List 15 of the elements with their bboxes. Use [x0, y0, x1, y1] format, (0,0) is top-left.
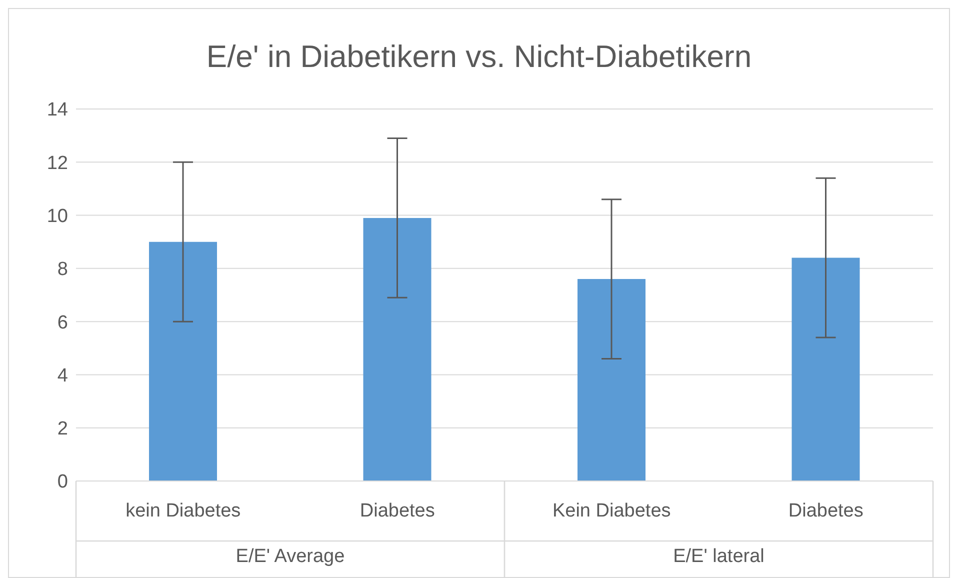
y-tick-label: 6	[57, 312, 68, 334]
x-tick-label: Kein Diabetes	[552, 500, 671, 522]
chart-title: E/e' in Diabetikern vs. Nicht-Diabetikern	[205, 39, 753, 75]
text: E/E' Average	[234, 546, 346, 568]
x-tick-label: kein Diabetes	[126, 500, 241, 522]
y-tick-label: 10	[46, 206, 68, 228]
y-tick-label: 0	[57, 472, 68, 493]
y-tick-label: 14	[46, 100, 68, 121]
x-tick-label: Diabetes	[360, 500, 435, 522]
y-tick-label: 4	[57, 365, 68, 386]
text: E/E' lateral	[672, 546, 766, 568]
x-tick-label: Diabetes	[788, 500, 864, 522]
y-tick-label: 2	[57, 418, 68, 440]
y-tick-label: 12	[46, 152, 68, 174]
y-tick-label: 8	[57, 259, 68, 280]
